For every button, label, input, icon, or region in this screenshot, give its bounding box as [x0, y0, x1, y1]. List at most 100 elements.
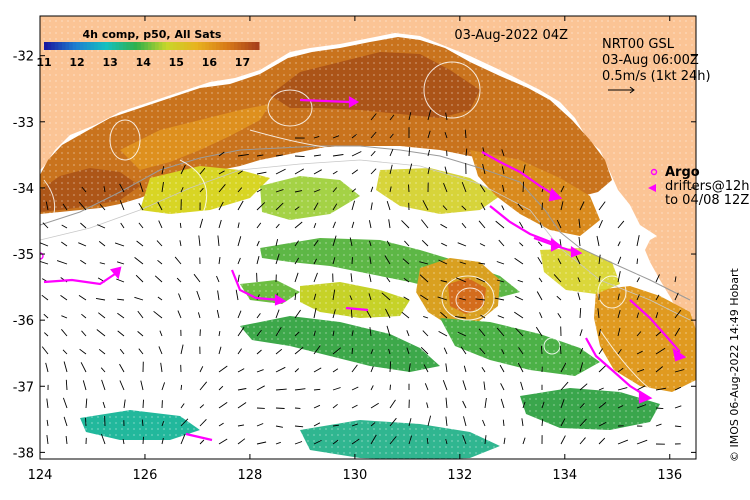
colorbar-tick-label: 16 — [202, 56, 218, 69]
colorbar-swatch — [177, 42, 181, 50]
colorbar-swatch — [80, 42, 84, 50]
velocity-arrow — [276, 408, 285, 409]
colorbar-swatch — [212, 42, 216, 50]
colorbar-swatch — [116, 42, 120, 50]
y-tick-label: -37 — [13, 380, 34, 395]
velocity-arrow — [390, 361, 391, 372]
colorbar-swatch — [155, 42, 159, 50]
velocity-arrow — [181, 385, 182, 390]
colorbar-swatch — [162, 42, 166, 50]
colorbar-swatch — [62, 42, 66, 50]
colorbar-swatch — [195, 42, 199, 50]
colorbar-swatch — [152, 42, 156, 50]
colorbar-swatch — [234, 42, 238, 50]
velocity-arrow — [390, 385, 391, 390]
colorbar-swatch — [73, 42, 77, 50]
y-tick-label: -35 — [13, 248, 34, 263]
colorbar-swatch — [141, 42, 145, 50]
colorbar-swatch — [166, 42, 170, 50]
colorbar-swatch — [94, 42, 98, 50]
sst-layer — [37, 16, 696, 460]
colorbar-swatch — [238, 42, 242, 50]
colorbar-swatch — [248, 42, 252, 50]
y-tick-label: -34 — [13, 182, 34, 197]
colorbar-swatch — [83, 42, 87, 50]
colorbar-swatch — [119, 42, 123, 50]
velocity-arrow — [143, 400, 144, 408]
colorbar-swatch — [101, 42, 105, 50]
colorbar-tick-label: 13 — [102, 56, 117, 69]
colorbar-swatch — [123, 42, 127, 50]
velocity-arrow — [86, 418, 87, 426]
colorbar-swatch — [66, 42, 70, 50]
colorbar-swatch — [137, 42, 141, 50]
colorbar-title: 4h comp, p50, All Sats — [83, 28, 222, 41]
velocity-arrow — [523, 182, 524, 192]
x-tick-label: 130 — [342, 468, 367, 483]
colorbar-swatch — [198, 42, 202, 50]
velocity-arrow — [656, 408, 663, 409]
velocity-scale-label: 0.5m/s (1kt 24h) — [602, 69, 711, 84]
velocity-arrow — [409, 185, 410, 193]
colorbar-tick-label: 12 — [69, 56, 84, 69]
velocity-arrow — [542, 203, 543, 210]
colorbar-swatch — [255, 42, 259, 50]
x-tick-label: 134 — [552, 468, 577, 483]
product-label: NRT00 GSL — [602, 37, 675, 52]
colorbar-swatch — [245, 42, 249, 50]
colorbar-swatches — [44, 42, 260, 50]
colorbar-swatch — [180, 42, 184, 50]
colorbar-swatch — [216, 42, 220, 50]
colorbar-swatch — [230, 42, 234, 50]
colorbar-tick-label: 14 — [136, 56, 152, 69]
colorbar-swatch — [159, 42, 163, 50]
colorbar-swatch — [227, 42, 231, 50]
colorbar-swatch — [202, 42, 206, 50]
y-tick-label: -36 — [13, 314, 34, 329]
colorbar-swatch — [55, 42, 59, 50]
x-tick-label: 136 — [657, 468, 682, 483]
colorbar-swatch — [58, 42, 62, 50]
current-time-label: 03-Aug 06:00Z — [602, 53, 699, 68]
colorbar-swatch — [252, 42, 256, 50]
colorbar-swatch — [87, 42, 91, 50]
colorbar-swatch — [191, 42, 195, 50]
colorbar-swatch — [173, 42, 177, 50]
y-tick-label: -33 — [13, 116, 34, 131]
x-tick-label: 132 — [447, 468, 472, 483]
colorbar-swatch — [187, 42, 191, 50]
colorbar-swatch — [134, 42, 138, 50]
argo-legend-label: Argo — [665, 165, 700, 180]
drifter-legend-label: drifters@12h — [665, 179, 750, 194]
velocity-arrow — [637, 259, 638, 264]
colorbar-swatch — [209, 42, 213, 50]
y-tick-label: -32 — [13, 50, 34, 65]
colorbar-swatch — [130, 42, 134, 50]
colorbar-tick-label: 11 — [36, 56, 51, 69]
colorbar-swatch — [48, 42, 52, 50]
velocity-arrow — [352, 257, 353, 264]
velocity-arrow — [143, 437, 144, 444]
colorbar-swatch — [144, 42, 148, 50]
velocity-arrow — [295, 156, 305, 157]
colorbar-swatch — [148, 42, 152, 50]
colorbar-swatch — [112, 42, 116, 50]
colorbar-swatch — [105, 42, 109, 50]
colorbar-swatch — [44, 42, 48, 50]
y-tick-label: -38 — [13, 446, 34, 461]
velocity-arrow — [541, 346, 542, 354]
colorbar-swatch — [98, 42, 102, 50]
x-tick-label: 126 — [133, 468, 158, 483]
colorbar-swatch — [109, 42, 113, 50]
colorbar-tick-label: 17 — [235, 56, 250, 69]
colorbar-swatch — [223, 42, 227, 50]
colorbar-swatch — [184, 42, 188, 50]
colorbar-swatch — [69, 42, 73, 50]
colorbar-swatch — [126, 42, 130, 50]
copyright-text: © IMOS 06-Aug-2022 14:49 Hobart — [728, 268, 741, 462]
x-tick-label: 124 — [28, 468, 53, 483]
colorbar-swatch — [205, 42, 209, 50]
colorbar-swatch — [51, 42, 55, 50]
